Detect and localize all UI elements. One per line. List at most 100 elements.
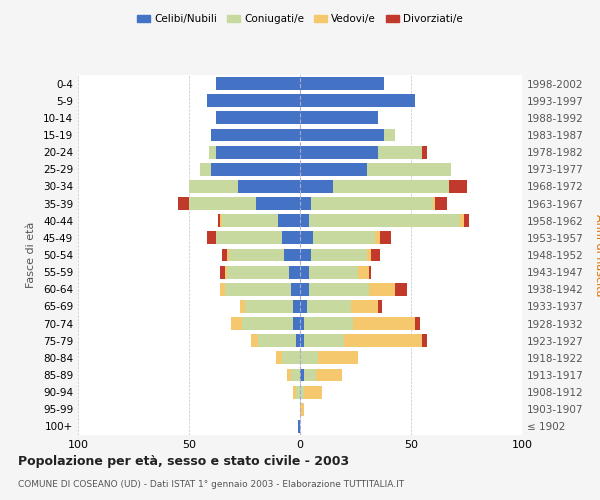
Y-axis label: Anni di nascita: Anni di nascita [595, 214, 600, 296]
Bar [309, 266, 358, 278]
Bar [309, 283, 369, 296]
Bar [311, 248, 367, 262]
Bar [300, 197, 311, 210]
Bar [300, 266, 309, 278]
Bar [282, 232, 300, 244]
Bar [436, 197, 446, 210]
Bar [211, 163, 300, 175]
Bar [224, 266, 227, 278]
Bar [300, 386, 304, 398]
Bar [449, 180, 467, 193]
Bar [300, 128, 385, 141]
Bar [207, 94, 300, 107]
Bar [460, 214, 464, 227]
Bar [224, 283, 291, 296]
Bar [211, 128, 300, 141]
Bar [300, 146, 378, 158]
Bar [307, 300, 351, 313]
Bar [300, 283, 309, 296]
Bar [300, 94, 415, 107]
Bar [215, 232, 282, 244]
Bar [304, 317, 353, 330]
Bar [433, 197, 436, 210]
Bar [304, 368, 316, 382]
Bar [300, 214, 309, 227]
Bar [284, 248, 300, 262]
Bar [240, 300, 245, 313]
Bar [256, 197, 300, 210]
Bar [282, 352, 300, 364]
Bar [344, 334, 422, 347]
Bar [223, 214, 278, 227]
Bar [293, 386, 296, 398]
Bar [318, 352, 358, 364]
Bar [296, 334, 300, 347]
Legend: Celibi/Nubili, Coniugati/e, Vedovi/e, Divorziati/e: Celibi/Nubili, Coniugati/e, Vedovi/e, Di… [133, 10, 467, 29]
Bar [309, 214, 460, 227]
Bar [395, 283, 407, 296]
Bar [209, 146, 215, 158]
Bar [200, 163, 211, 175]
Bar [300, 232, 313, 244]
Bar [178, 197, 189, 210]
Bar [275, 352, 282, 364]
Bar [422, 146, 427, 158]
Bar [189, 180, 238, 193]
Bar [207, 232, 215, 244]
Bar [300, 248, 311, 262]
Bar [291, 368, 300, 382]
Bar [300, 317, 304, 330]
Bar [358, 266, 369, 278]
Bar [258, 334, 296, 347]
Bar [227, 266, 289, 278]
Bar [300, 77, 385, 90]
Bar [367, 163, 451, 175]
Bar [242, 317, 293, 330]
Bar [215, 77, 300, 90]
Bar [334, 180, 449, 193]
Bar [300, 352, 318, 364]
Bar [415, 317, 420, 330]
Bar [369, 283, 395, 296]
Bar [464, 214, 469, 227]
Bar [229, 248, 284, 262]
Bar [369, 266, 371, 278]
Bar [300, 300, 307, 313]
Bar [293, 317, 300, 330]
Bar [293, 300, 300, 313]
Bar [223, 248, 227, 262]
Bar [422, 334, 427, 347]
Bar [220, 214, 223, 227]
Bar [367, 248, 371, 262]
Bar [231, 317, 242, 330]
Bar [300, 368, 304, 382]
Bar [300, 112, 378, 124]
Bar [289, 266, 300, 278]
Bar [189, 197, 256, 210]
Bar [220, 283, 224, 296]
Bar [304, 386, 322, 398]
Bar [311, 197, 433, 210]
Bar [287, 368, 291, 382]
Bar [304, 334, 344, 347]
Bar [298, 420, 300, 433]
Y-axis label: Fasce di età: Fasce di età [26, 222, 36, 288]
Bar [296, 386, 300, 398]
Bar [291, 283, 300, 296]
Bar [300, 180, 334, 193]
Bar [215, 146, 300, 158]
Bar [313, 232, 376, 244]
Bar [378, 146, 422, 158]
Bar [238, 180, 300, 193]
Bar [316, 368, 342, 382]
Text: COMUNE DI COSEANO (UD) - Dati ISTAT 1° gennaio 2003 - Elaborazione TUTTITALIA.IT: COMUNE DI COSEANO (UD) - Dati ISTAT 1° g… [18, 480, 404, 489]
Bar [220, 266, 224, 278]
Bar [245, 300, 293, 313]
Bar [215, 112, 300, 124]
Bar [278, 214, 300, 227]
Bar [300, 334, 304, 347]
Bar [385, 128, 395, 141]
Bar [300, 403, 304, 415]
Bar [353, 317, 415, 330]
Bar [218, 214, 220, 227]
